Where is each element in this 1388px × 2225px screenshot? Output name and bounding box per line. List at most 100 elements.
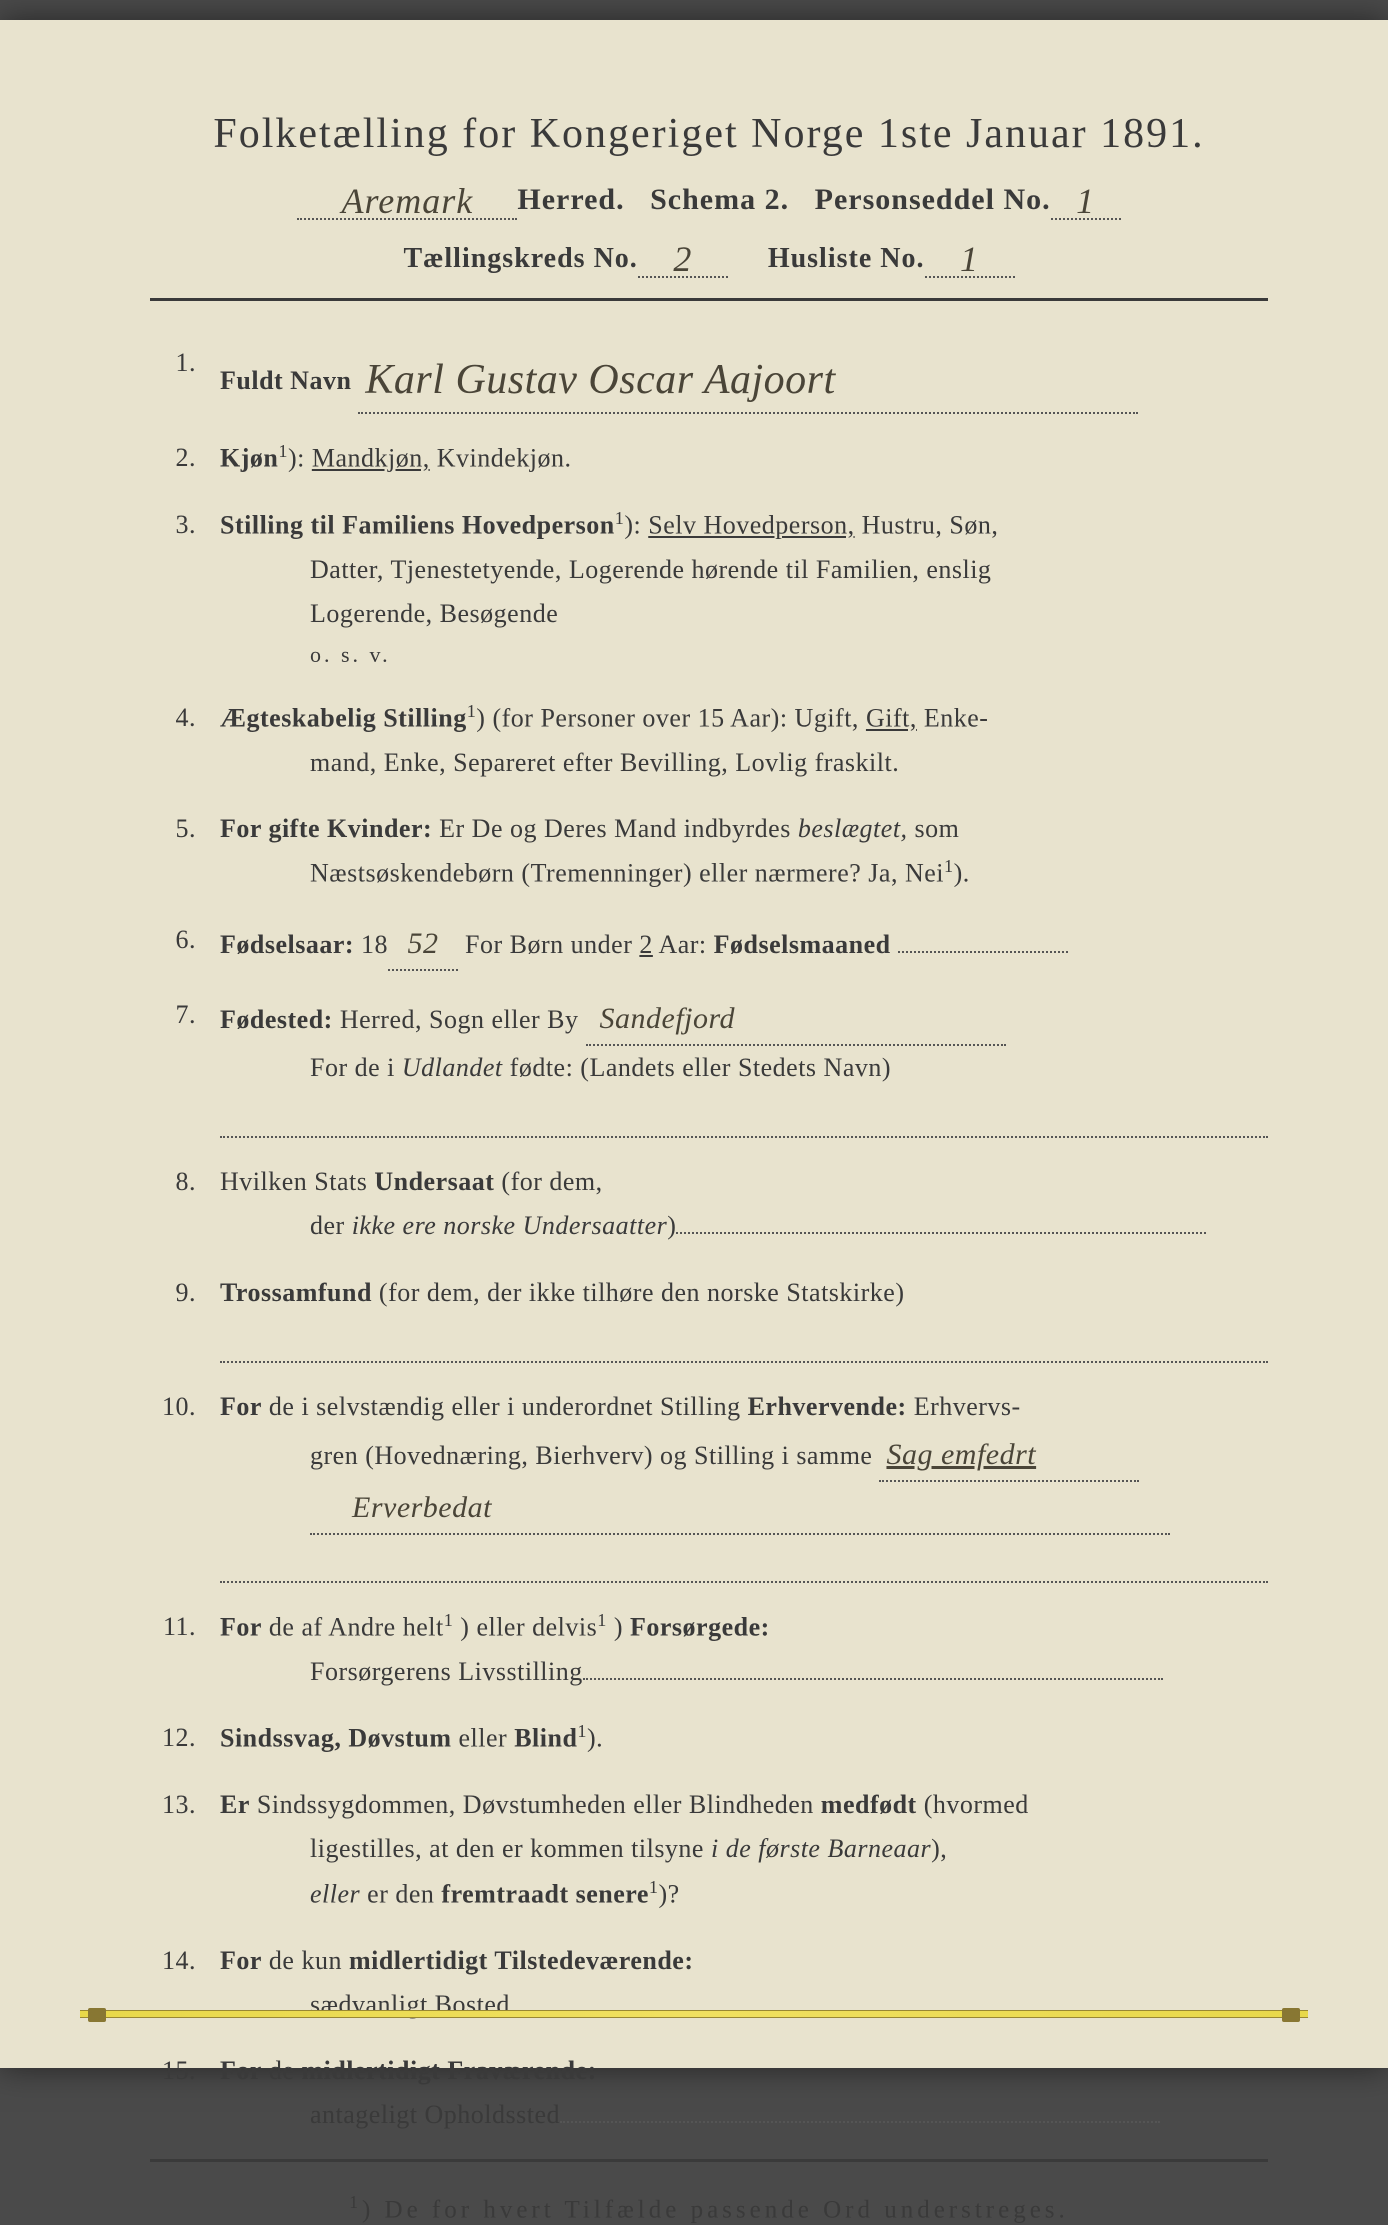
italic-text: ikke ere norske Undersaatter [352,1211,668,1240]
close-paren: ). [587,1724,603,1753]
option-selected: Gift, [866,704,917,733]
item-body: For de af Andre helt1 ) eller delvis1 ) … [220,1605,1268,1694]
schema-label: Schema 2. [650,183,789,217]
year-prefix: 18 [361,930,388,959]
item-number: 4. [150,696,220,785]
field-text: de kun [269,1946,349,1975]
item-15: 15. For de midlertidigt Fraværende: anta… [150,2049,1268,2137]
indent-line: Forsørgerens Livsstilling [220,1650,1268,1694]
option-text: Kvindekjøn. [437,444,572,473]
indent-line: For de i Udlandet fødte: (Landets eller … [220,1046,1268,1090]
item-body: Stilling til Familiens Hovedperson1): Se… [220,503,1268,674]
field-text: eller [459,1724,515,1753]
field-label: Kjøn [220,444,278,473]
footer-rule [150,2159,1268,2162]
footnote-ref: 1 [278,441,288,461]
form-header: Folketælling for Kongeriget Norge 1ste J… [130,110,1288,278]
field-text: Herred, Sogn eller By [340,1005,579,1034]
indent-line: ligestilles, at den er kommen tilsyne i … [220,1827,1268,1871]
item-body: Trossamfund (for dem, der ikke tilhøre d… [220,1271,1268,1363]
item-5: 5. For gifte Kvinder: Er De og Deres Man… [150,807,1268,896]
item-number: 7. [150,993,220,1138]
field-text: er den [360,1879,441,1908]
field-label: midlertidigt Fraværende: [301,2056,596,2085]
field-text: de [269,2056,302,2085]
field-text: gren (Hovednæring, Bierhverv) og Stillin… [310,1441,872,1470]
year-field: 52 [388,918,458,971]
field-label: Trossamfund [220,1278,372,1307]
field-text: ), [931,1834,947,1863]
underlined-text: 2 [639,930,653,959]
herred-label: Herred. [517,183,624,217]
name-field: Karl Gustav Oscar Aajoort [358,341,1138,414]
field-text: (for dem, [501,1167,602,1196]
item-number: 15. [150,2049,220,2137]
field-label: Ægteskabelig Stilling [220,704,467,733]
footnote-ref: 1 [597,1610,607,1630]
item-number: 10. [150,1385,220,1583]
italic-text: eller [310,1879,360,1908]
subtitle-row-2: Tællingskreds No. 2 Husliste No. 1 [130,234,1288,278]
field-text: (hvormed [924,1790,1029,1819]
field-text: For Børn under [465,930,639,959]
item-body: Kjøn1): Mandkjøn, Kvindekjøn. [220,436,1268,481]
item-body: Er Sindssygdommen, Døvstumheden eller Bl… [220,1783,1268,1916]
field-label: Stilling til Familiens Hovedperson [220,511,615,540]
close-paren: )? [659,1879,680,1908]
field-text: ligestilles, at den er kommen tilsyne [310,1834,711,1863]
herred-handwritten: Aremark [342,181,474,221]
item-number: 13. [150,1783,220,1916]
field-label: Fuldt Navn [220,366,351,395]
whereabouts-field [560,2121,1160,2123]
field-text: som [915,814,960,843]
field-text: ) [667,1211,676,1240]
option-text: Logerende, Besøgende [220,592,1268,636]
item-number: 3. [150,503,220,674]
dotted-line [220,1094,1268,1138]
item-body: For de i selvstændig eller i underordnet… [220,1385,1268,1583]
item-1: 1. Fuldt Navn Karl Gustav Oscar Aajoort [150,341,1268,414]
italic-text: beslægtet, [798,814,908,843]
field-label: medfødt [821,1790,917,1819]
field-label: Sindssvag, Døvstum [220,1724,452,1753]
field-text: For de i [310,1053,402,1082]
husliste-handwritten: 1 [960,239,979,279]
item-11: 11. For de af Andre helt1 ) eller delvis… [150,1605,1268,1694]
main-title: Folketælling for Kongeriget Norge 1ste J… [130,110,1288,158]
header-rule [150,298,1268,301]
field-text: Forsørgerens Livsstilling [310,1657,583,1686]
item-12: 12. Sindssvag, Døvstum eller Blind1). [150,1716,1268,1761]
form-items: 1. Fuldt Navn Karl Gustav Oscar Aajoort … [130,341,1288,2137]
indent-line: Næstsøskendebørn (Tremenninger) eller næ… [220,851,1268,896]
dotted-line [220,1319,1268,1363]
item-body: For de midlertidigt Fraværende: antageli… [220,2049,1268,2137]
personseddel-handwritten: 1 [1076,181,1095,221]
field-label: Erhvervende: [748,1392,907,1421]
field-label: Fødselsaar: [220,930,354,959]
field-label: fremtraadt senere [441,1879,649,1908]
option-text: Datter, Tjenestetyende, Logerende hørend… [220,548,1268,592]
field-text: ) eller delvis [460,1613,597,1642]
field-text: Sindssygdommen, Døvstumheden eller Blind… [257,1790,821,1819]
italic-text: Udlandet [402,1053,503,1082]
field-text: Hvilken Stats [220,1167,374,1196]
footnote-ref: 1 [944,856,954,876]
herred-field: Aremark [297,176,517,220]
field-text: antageligt Opholdssted [310,2100,560,2129]
item-body: Fødselsaar: 1852 For Børn under 2 Aar: F… [220,918,1268,971]
item-body: Ægteskabelig Stilling1) (for Personer ov… [220,696,1268,785]
item-number: 2. [150,436,220,481]
year-handwritten: 52 [408,927,439,960]
item-body: Fødested: Herred, Sogn eller By Sandefjo… [220,993,1268,1138]
footnote: 1) De for hvert Tilfælde passende Ord un… [130,2192,1288,2224]
occupation-field-2: Erverbedat [310,1482,1170,1535]
item-number: 8. [150,1160,220,1248]
occupation-field-1: Sag emfedrt [879,1429,1139,1482]
footnote-ref: 1 [467,701,477,721]
indent-line: gren (Hovednæring, Bierhverv) og Stillin… [220,1429,1268,1482]
indent-line: sædvanligt Bosted [220,1983,1268,2027]
item-13: 13. Er Sindssygdommen, Døvstumheden elle… [150,1783,1268,1916]
item-4: 4. Ægteskabelig Stilling1) (for Personer… [150,696,1268,785]
option-text: Hustru, Søn, [862,511,999,540]
name-handwritten: Karl Gustav Oscar Aajoort [365,357,835,403]
